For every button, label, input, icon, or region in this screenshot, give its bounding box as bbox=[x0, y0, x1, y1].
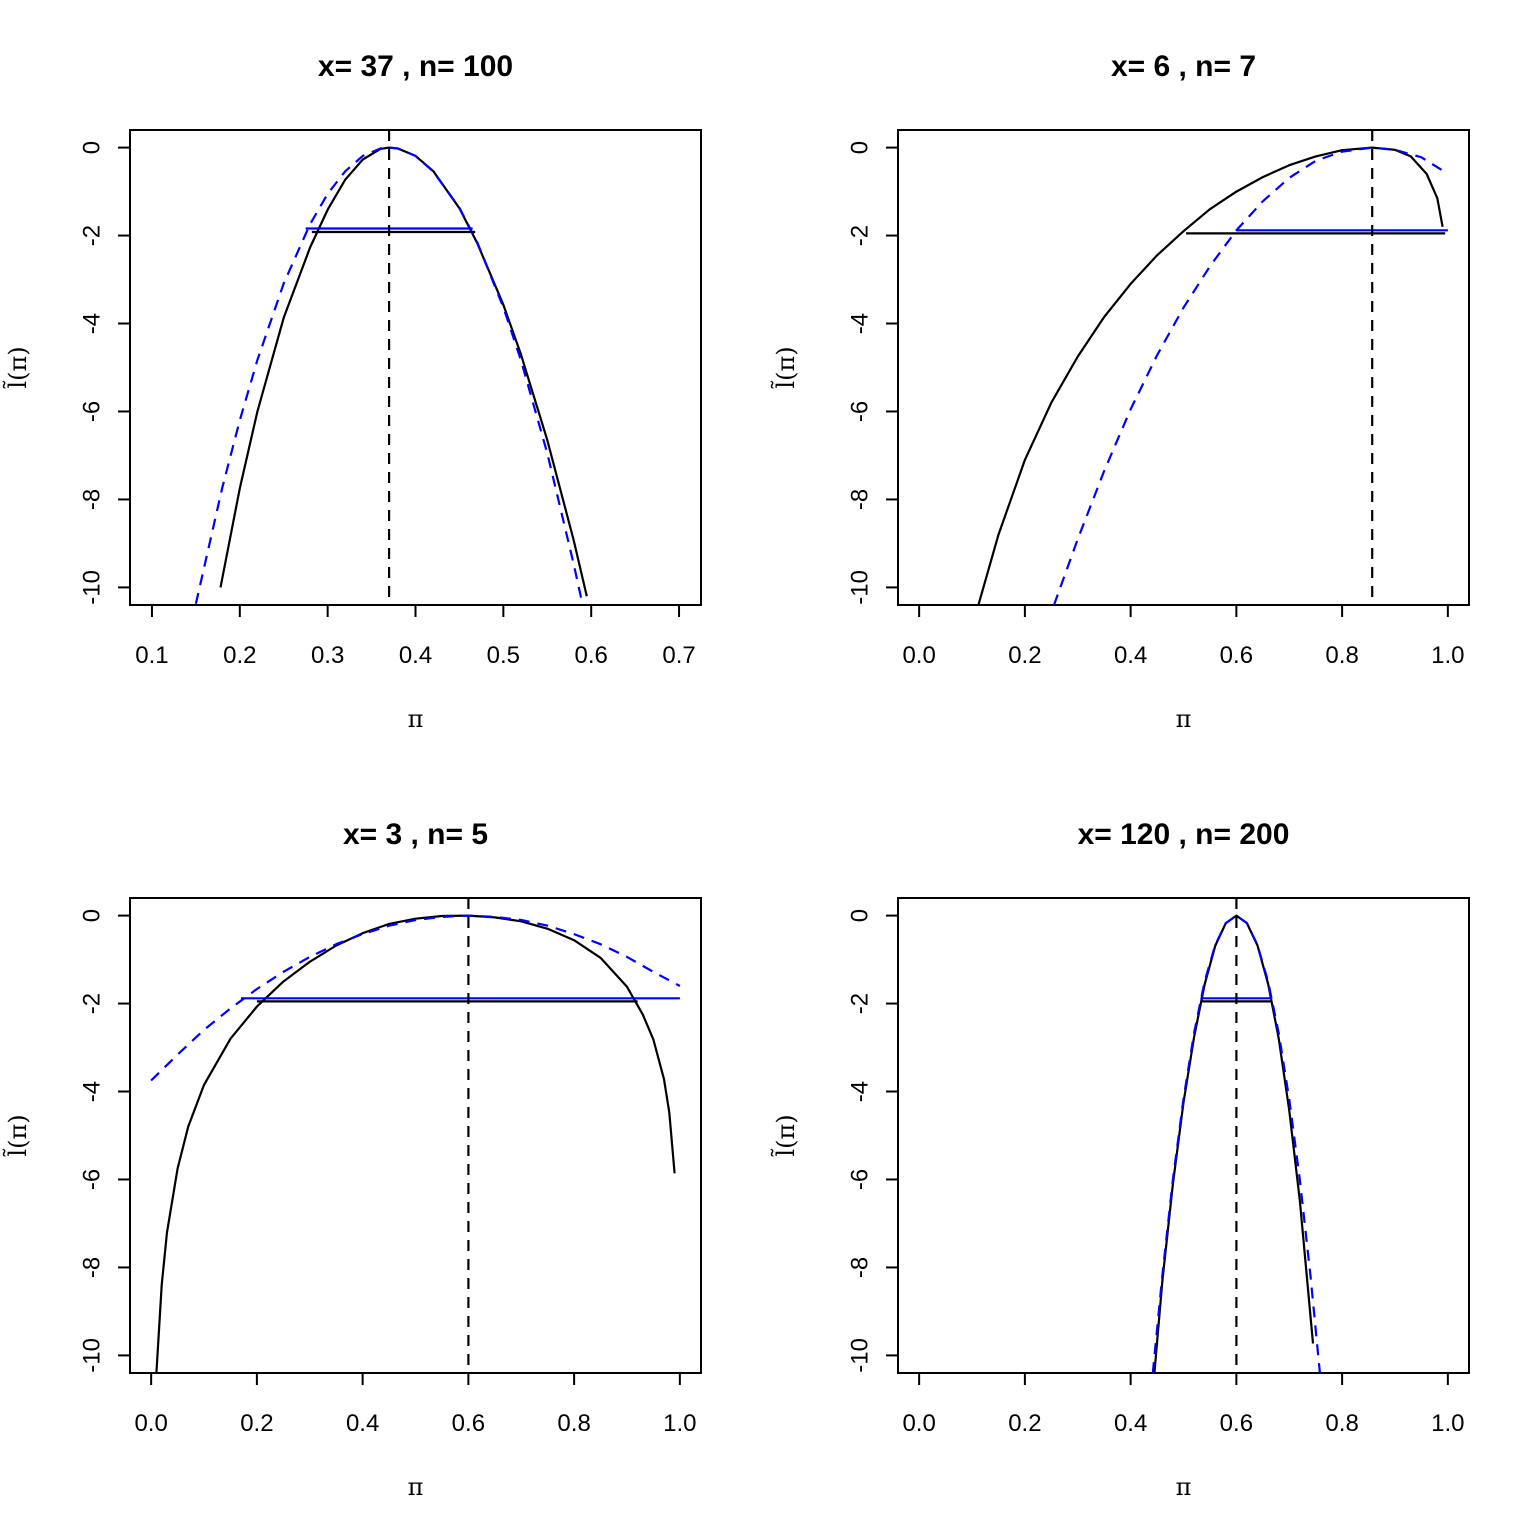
series-group bbox=[194, 130, 588, 605]
x-tick-label: 0.5 bbox=[487, 642, 520, 669]
x-tick-label: 0.3 bbox=[311, 642, 344, 669]
x-tick-label: 0.4 bbox=[399, 642, 432, 669]
plot-frame bbox=[897, 897, 1470, 1374]
y-tick-label: -6 bbox=[79, 401, 106, 422]
series-group bbox=[977, 130, 1448, 605]
x-tick-label: 0.6 bbox=[1220, 1410, 1253, 1437]
x-axis: 0.0 0.2 0.4 0.6 0.8 1.0 bbox=[902, 1372, 1465, 1437]
y-tick-label: -10 bbox=[847, 570, 874, 605]
y-tick-label: -4 bbox=[79, 1081, 106, 1102]
y-axis-label: l̃(π) bbox=[771, 1114, 800, 1156]
series-group bbox=[150, 898, 681, 1373]
x-axis-label: π bbox=[408, 705, 424, 733]
x-axis: 0.0 0.2 0.4 0.6 0.8 1.0 bbox=[902, 604, 1465, 669]
x-tick-label: 0.6 bbox=[452, 1410, 485, 1437]
series-group bbox=[1151, 898, 1321, 1373]
y-tick-label: -4 bbox=[847, 313, 874, 334]
y-tick-label: -8 bbox=[847, 1257, 874, 1278]
x-tick-label: 0.4 bbox=[1114, 1410, 1147, 1437]
y-tick-label: -4 bbox=[847, 1081, 874, 1102]
y-tick-label: -10 bbox=[847, 1338, 874, 1373]
x-tick-label: 0.2 bbox=[240, 1410, 273, 1437]
x-tick-label: 0.0 bbox=[902, 642, 935, 669]
x-tick-label: 0.4 bbox=[1114, 642, 1147, 669]
x-tick-label: 1.0 bbox=[1431, 642, 1464, 669]
plot-frame bbox=[897, 129, 1470, 606]
x-tick-label: 0.2 bbox=[1008, 642, 1041, 669]
y-tick-label: 0 bbox=[79, 141, 106, 154]
y-tick-label: -6 bbox=[847, 401, 874, 422]
chart-panel-3: x= 3 , n= 5 0.0 0.2 0.4 0.6 0.8 1.0 π 0 -2 -4 -6 -8 -… bbox=[3, 818, 702, 1501]
chart-panel-4: x= 120 , n= 200 0.0 0.2 0.4 0.6 0.8 1.0 π 0 -2 -4 -… bbox=[771, 818, 1470, 1501]
y-tick-label: 0 bbox=[847, 909, 874, 922]
x-tick-label: 0.1 bbox=[135, 642, 168, 669]
y-tick-label: -4 bbox=[79, 313, 106, 334]
y-tick-label: -2 bbox=[79, 993, 106, 1014]
y-axis: 0 -2 -4 -6 -8 -10 bbox=[79, 141, 131, 605]
x-axis-label: π bbox=[408, 1473, 424, 1501]
chart-panel-2: x= 6 , n= 7 0.0 0.2 0.4 0.6 0.8 1.0 π 0 -2 -4 -6 -8 -… bbox=[771, 50, 1470, 733]
x-axis-label: π bbox=[1176, 705, 1192, 733]
y-tick-label: -10 bbox=[79, 1338, 106, 1373]
plot-frame bbox=[129, 129, 702, 606]
y-axis: 0 -2 -4 -6 -8 -10 bbox=[847, 909, 899, 1373]
plot-frame bbox=[129, 897, 702, 1374]
y-tick-label: -8 bbox=[79, 1257, 106, 1278]
y-tick-label: 0 bbox=[847, 141, 874, 154]
x-tick-label: 0.8 bbox=[1325, 642, 1358, 669]
y-tick-label: -2 bbox=[847, 993, 874, 1014]
y-axis-label: l̃(π) bbox=[771, 346, 800, 388]
x-axis: 0.1 0.2 0.3 0.4 0.5 0.6 0.7 bbox=[135, 604, 696, 669]
y-axis: 0 -2 -4 -6 -8 -10 bbox=[847, 141, 899, 605]
x-tick-label: 0.6 bbox=[1220, 642, 1253, 669]
y-tick-label: -2 bbox=[79, 225, 106, 246]
x-tick-label: 0.4 bbox=[346, 1410, 379, 1437]
x-tick-label: 0.2 bbox=[1008, 1410, 1041, 1437]
x-tick-label: 1.0 bbox=[1431, 1410, 1464, 1437]
x-tick-label: 0.8 bbox=[1325, 1410, 1358, 1437]
quadratic-approx-curve bbox=[1151, 914, 1321, 1373]
x-tick-label: 0.7 bbox=[662, 642, 695, 669]
quadratic-approx-curve bbox=[150, 914, 681, 1082]
y-tick-label: -2 bbox=[847, 225, 874, 246]
x-tick-label: 1.0 bbox=[663, 1410, 696, 1437]
x-tick-label: 0.0 bbox=[902, 1410, 935, 1437]
y-axis-label: l̃(π) bbox=[3, 1114, 32, 1156]
y-tick-label: -8 bbox=[79, 489, 106, 510]
y-axis: 0 -2 -4 -6 -8 -10 bbox=[79, 909, 131, 1373]
chart-title: x= 6 , n= 7 bbox=[1111, 50, 1256, 83]
log-likelihood-curve bbox=[155, 914, 676, 1373]
x-tick-label: 0.8 bbox=[557, 1410, 590, 1437]
log-likelihood-curve bbox=[219, 146, 588, 597]
x-axis: 0.0 0.2 0.4 0.6 0.8 1.0 bbox=[134, 1372, 697, 1437]
chart-panel-1: x= 37 , n= 100 0.1 0.2 0.3 0.4 0.5 0.6 0.7 π 0 -2 -… bbox=[3, 50, 702, 733]
y-tick-label: -6 bbox=[79, 1169, 106, 1190]
chart-title: x= 120 , n= 200 bbox=[1078, 818, 1290, 851]
y-axis-label: l̃(π) bbox=[3, 346, 32, 388]
x-tick-label: 0.0 bbox=[134, 1410, 167, 1437]
y-tick-label: -6 bbox=[847, 1169, 874, 1190]
y-tick-label: -8 bbox=[847, 489, 874, 510]
chart-title: x= 37 , n= 100 bbox=[318, 50, 513, 83]
x-axis-label: π bbox=[1176, 1473, 1192, 1501]
x-tick-label: 0.2 bbox=[223, 642, 256, 669]
y-tick-label: 0 bbox=[79, 909, 106, 922]
log-likelihood-curve bbox=[977, 146, 1444, 605]
x-tick-label: 0.6 bbox=[575, 642, 608, 669]
quadratic-approx-curve bbox=[1052, 146, 1444, 605]
y-tick-label: -10 bbox=[79, 570, 106, 605]
chart-title: x= 3 , n= 5 bbox=[343, 818, 488, 851]
